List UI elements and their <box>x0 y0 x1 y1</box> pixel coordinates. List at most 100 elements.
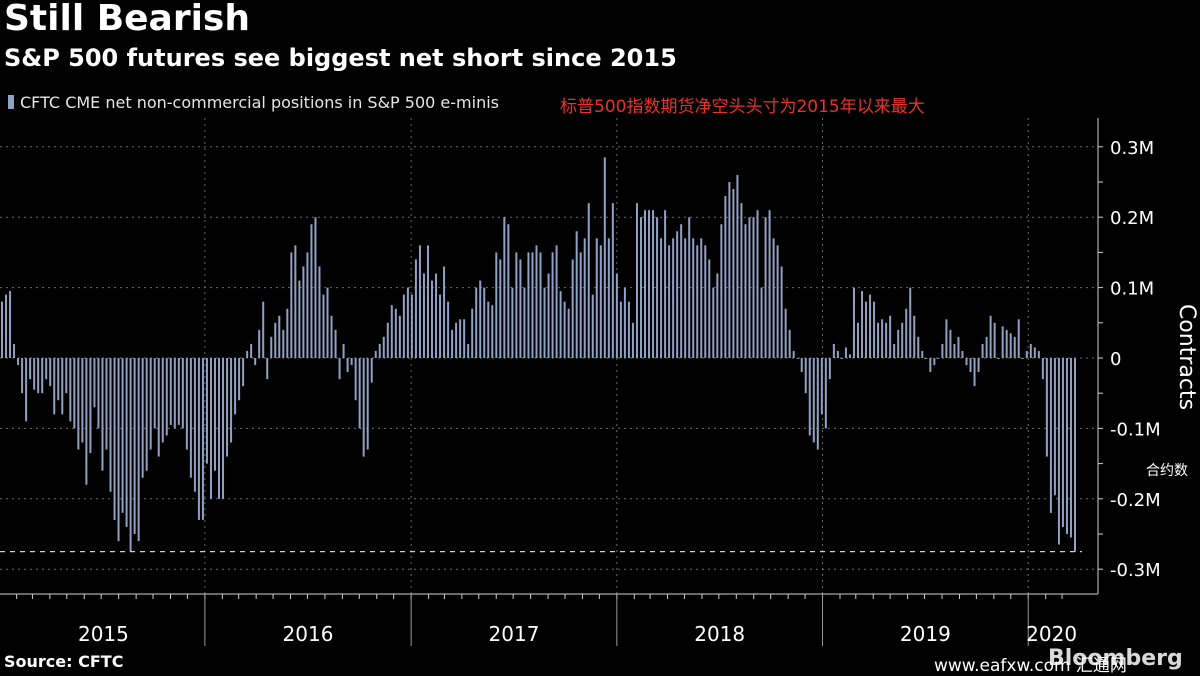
bar <box>338 358 341 380</box>
bar <box>1009 333 1012 358</box>
bar <box>511 287 514 358</box>
bar <box>53 358 56 415</box>
bar <box>780 266 783 358</box>
bar <box>374 350 377 358</box>
bar <box>1045 358 1048 457</box>
bar <box>342 343 345 358</box>
bar <box>543 287 546 358</box>
bar <box>1049 358 1052 513</box>
y-axis-label-cn: 合约数 <box>1146 463 1188 479</box>
bar <box>885 322 888 358</box>
bar <box>97 358 100 429</box>
bar <box>607 238 610 358</box>
bar <box>101 358 104 471</box>
bar <box>917 336 920 358</box>
bar <box>443 266 446 358</box>
bar <box>740 203 743 358</box>
bar <box>378 343 381 358</box>
bar <box>121 358 124 513</box>
bar <box>668 245 671 358</box>
bar <box>137 358 140 542</box>
bar <box>1033 347 1036 358</box>
bar <box>627 301 630 358</box>
bar <box>426 245 429 358</box>
bar <box>1069 358 1072 538</box>
bar <box>238 358 241 401</box>
bar <box>483 287 486 358</box>
bar <box>909 287 912 358</box>
bar <box>989 315 992 358</box>
y-tick-label: 0.2M <box>1110 208 1154 229</box>
bar <box>969 358 972 373</box>
bar <box>29 358 32 380</box>
bar <box>949 329 952 358</box>
bar <box>643 210 646 358</box>
bar <box>531 252 534 358</box>
bar <box>113 358 116 520</box>
bar <box>447 301 450 358</box>
bar <box>439 294 442 358</box>
bar <box>563 301 566 358</box>
bar <box>945 319 948 358</box>
bar <box>832 343 835 358</box>
bar <box>756 210 759 358</box>
bar <box>692 238 695 358</box>
bar <box>527 252 530 358</box>
bar <box>266 358 269 380</box>
bar <box>491 305 494 358</box>
bar <box>748 217 751 358</box>
axes <box>0 118 1103 646</box>
bar <box>997 358 1000 359</box>
bar <box>201 358 204 520</box>
bar <box>861 291 864 358</box>
bar <box>575 231 578 358</box>
bar <box>804 358 807 394</box>
bar <box>242 358 245 387</box>
bar <box>905 308 908 358</box>
bar <box>181 358 184 429</box>
bar <box>129 358 132 552</box>
bar <box>611 203 614 358</box>
bar <box>382 336 385 358</box>
bar <box>865 301 868 358</box>
bar <box>25 358 28 422</box>
bar <box>390 305 393 358</box>
bar <box>418 245 421 358</box>
bar <box>246 350 249 358</box>
bar <box>49 358 52 387</box>
y-tick-label: 0 <box>1110 349 1121 370</box>
bar <box>1065 358 1068 534</box>
bar <box>262 301 265 358</box>
brand-logo: Bloomberg <box>1048 646 1183 671</box>
bar <box>591 294 594 358</box>
bar <box>844 347 847 358</box>
bar <box>93 358 96 408</box>
bar <box>615 273 618 358</box>
bar <box>784 308 787 358</box>
bar <box>69 358 72 422</box>
bar <box>929 358 932 373</box>
bar <box>869 294 872 358</box>
bar <box>77 358 80 450</box>
bar <box>1041 358 1044 380</box>
bar <box>45 358 48 380</box>
bar <box>700 238 703 358</box>
bar <box>366 358 369 450</box>
bar <box>1013 336 1016 358</box>
y-tick-label: -0.1M <box>1110 419 1161 440</box>
bar <box>877 322 880 358</box>
bar <box>222 358 225 499</box>
bar <box>672 238 675 358</box>
bar <box>893 343 896 358</box>
bar <box>258 329 261 358</box>
bar <box>459 319 462 358</box>
bar <box>961 350 964 358</box>
bar <box>189 358 192 478</box>
bar <box>684 238 687 358</box>
bar <box>141 358 144 478</box>
bar <box>109 358 112 492</box>
bar <box>61 358 64 415</box>
bar <box>17 358 20 366</box>
bar <box>724 196 727 358</box>
bar <box>539 252 542 358</box>
